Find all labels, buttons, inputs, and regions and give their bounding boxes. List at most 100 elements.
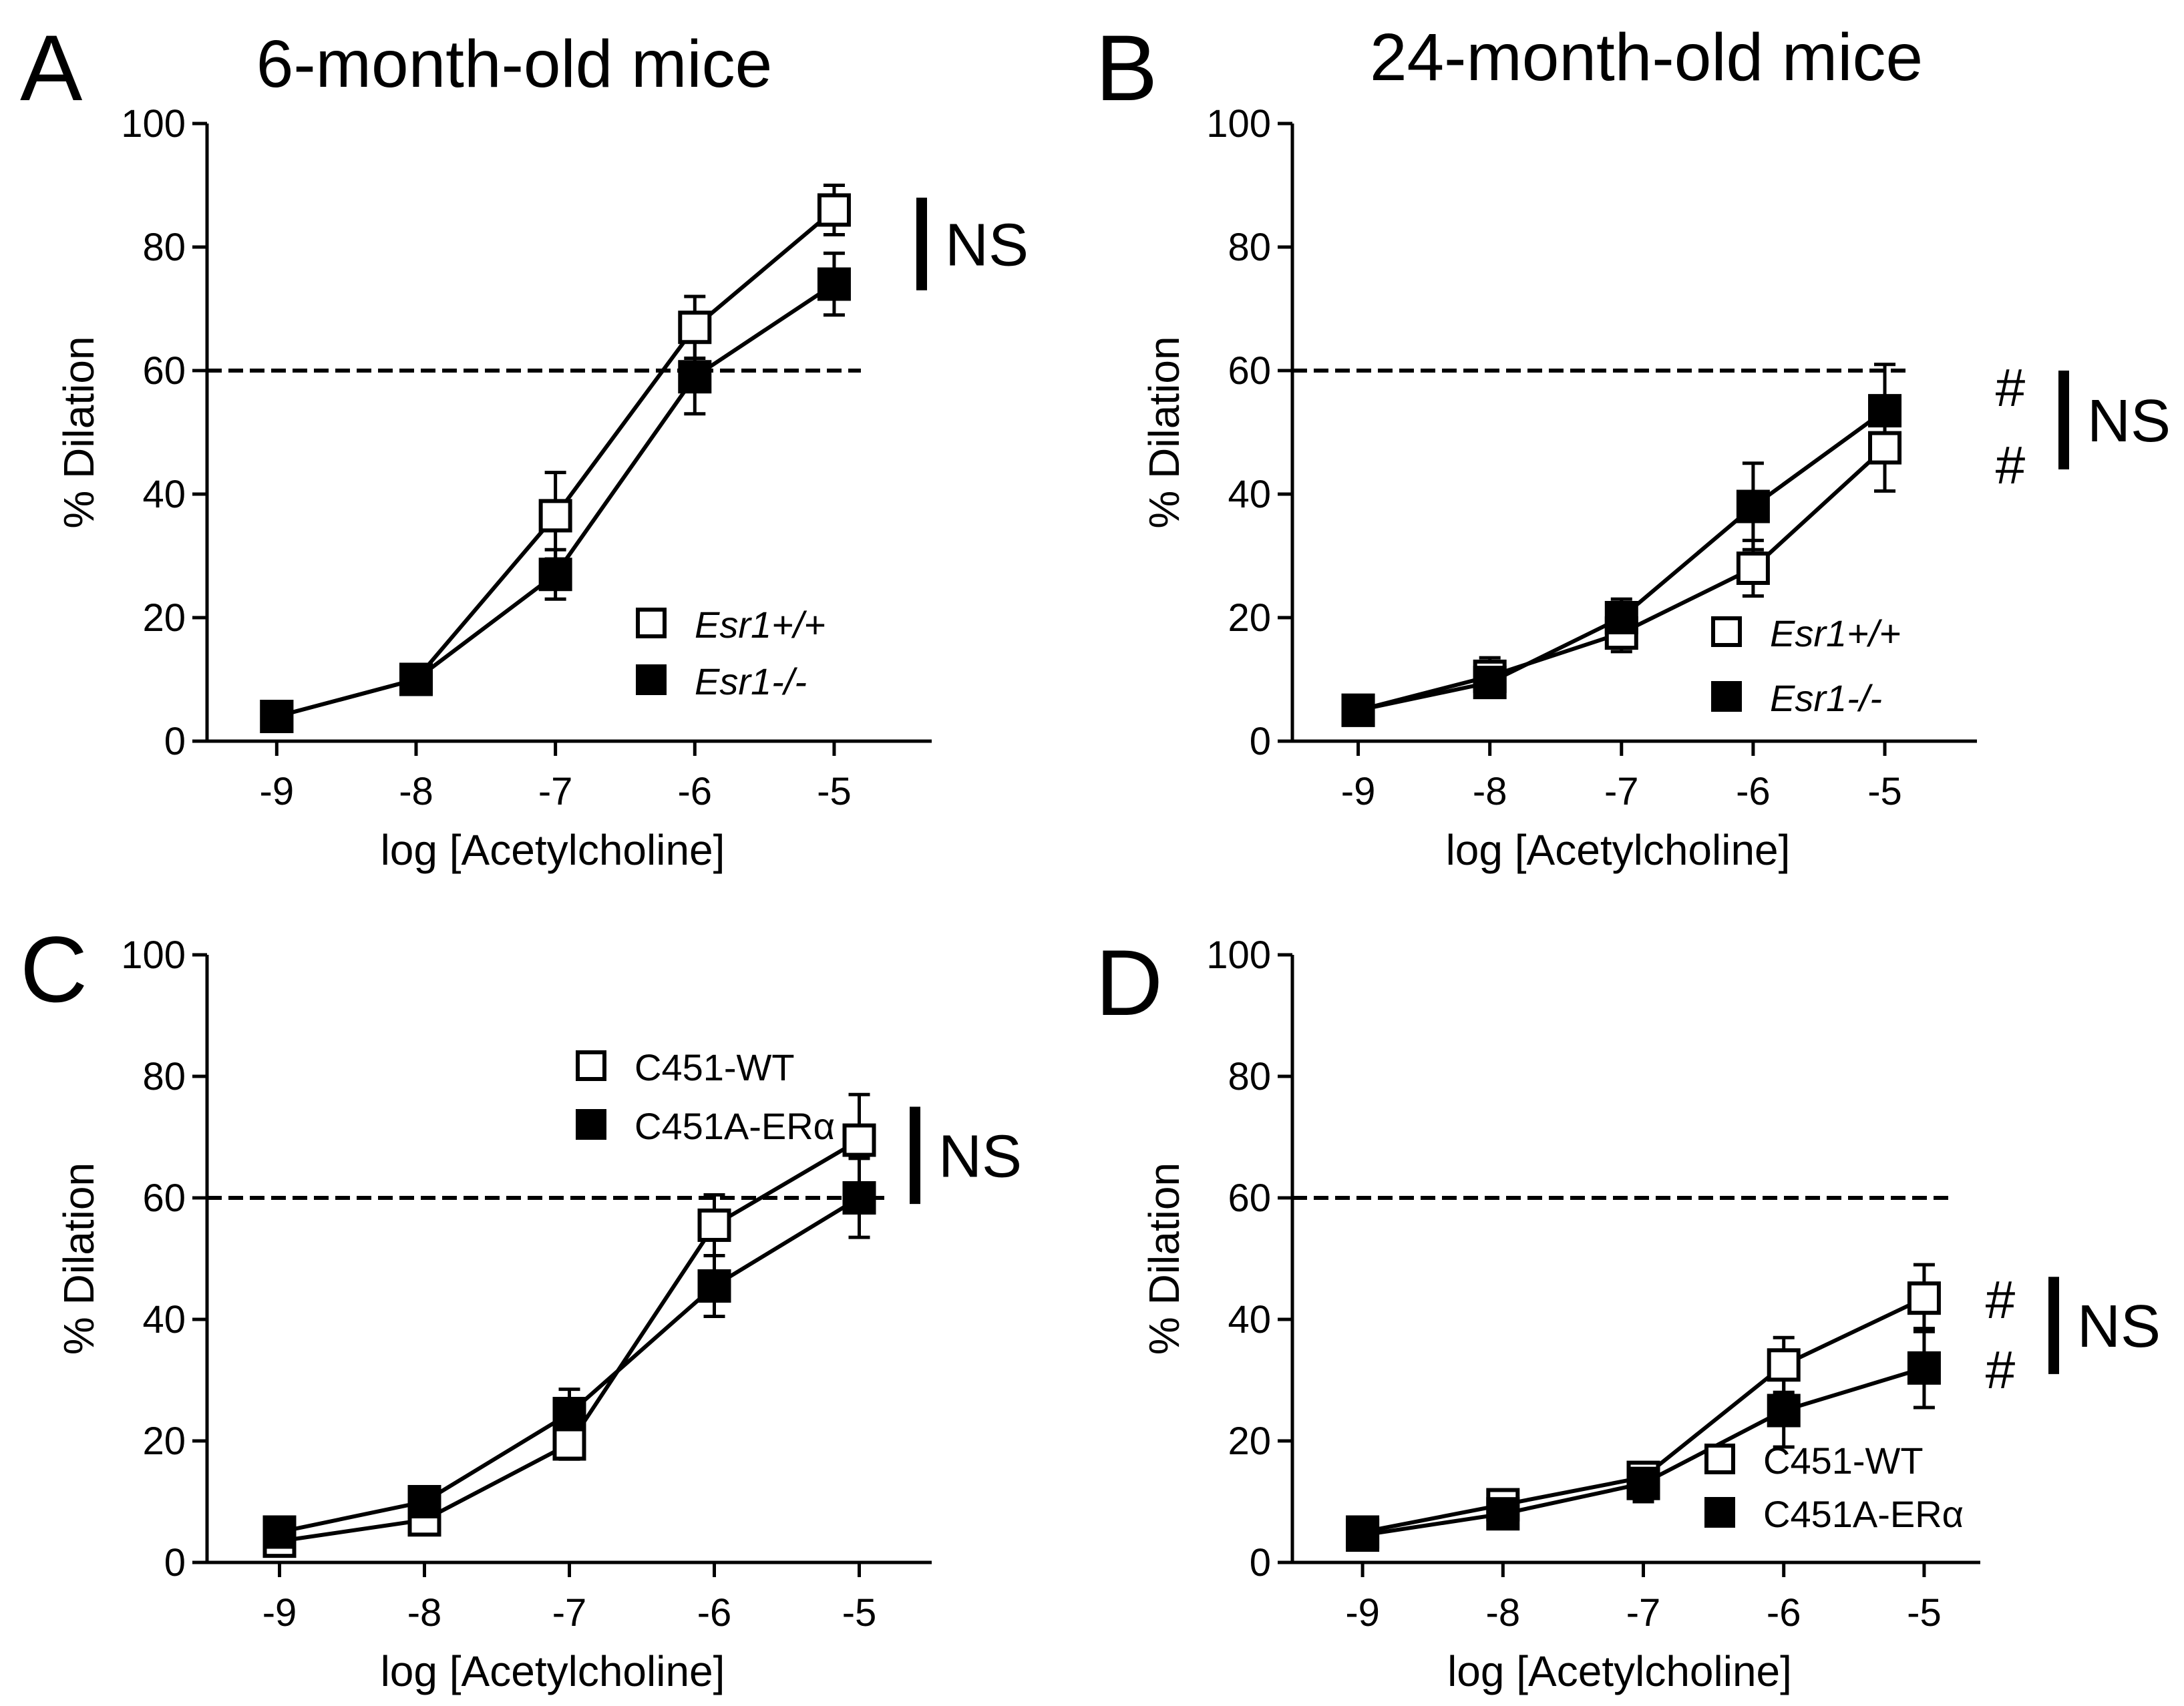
chart-title: 24-month-old mice xyxy=(1370,20,1923,95)
x-tick-label: -8 xyxy=(399,770,433,813)
y-tick-label: 0 xyxy=(1250,720,1271,763)
series-line xyxy=(279,1196,861,1534)
data-point xyxy=(1907,1351,1941,1385)
data-point xyxy=(1868,394,1902,428)
y-tick-label: 60 xyxy=(1228,349,1271,393)
data-point xyxy=(678,310,712,345)
legend-label: Esr1-/- xyxy=(695,660,807,702)
x-axis-label: log [Acetylcholine] xyxy=(1446,826,1791,874)
data-point xyxy=(260,700,294,733)
x-tick-label: -5 xyxy=(842,1591,877,1635)
panel-c: C 0 20 40 60 80 100 -9 -8 -7 -6 -5 log [Acetylcholin… xyxy=(20,917,1022,1695)
chart-title: 6-month-old mice xyxy=(256,27,773,101)
data-point xyxy=(1907,1281,1941,1315)
x-tick-label: -6 xyxy=(1767,1591,1801,1635)
series-line xyxy=(1357,446,1887,712)
significance-hash: # xyxy=(1996,435,2026,495)
data-point xyxy=(1626,1466,1660,1500)
data-point xyxy=(817,267,851,301)
ns-label: NS xyxy=(2077,1293,2161,1360)
x-tick-label: -8 xyxy=(1473,770,1507,813)
data-point xyxy=(538,558,572,592)
legend-label: C451-WT xyxy=(1763,1440,1924,1482)
y-axis-label: % Dilation xyxy=(1140,1162,1188,1355)
y-axis-label: % Dilation xyxy=(55,336,103,528)
x-tick-label: -6 xyxy=(697,1591,732,1635)
y-tick-label: 100 xyxy=(1206,933,1271,977)
panel-letter-d: D xyxy=(1095,930,1163,1035)
x-tick-label: -8 xyxy=(407,1591,442,1635)
x-tick-label: -7 xyxy=(1626,1591,1661,1635)
significance-hash: # xyxy=(1986,1340,2016,1400)
x-axis-label: log [Acetylcholine] xyxy=(381,1647,725,1695)
data-point xyxy=(678,360,712,394)
legend-label: Esr1+/+ xyxy=(695,604,826,646)
data-point xyxy=(1736,489,1770,523)
legend-label: C451A-ERα xyxy=(1763,1493,1964,1535)
series-line xyxy=(279,1138,861,1544)
legend-label: C451-WT xyxy=(634,1046,795,1088)
y-tick-label: 40 xyxy=(142,1298,186,1341)
y-tick-label: 40 xyxy=(1228,1298,1271,1341)
data-point xyxy=(1473,666,1507,700)
y-axis-label: % Dilation xyxy=(55,1162,103,1355)
legend-marker xyxy=(1704,1444,1735,1474)
y-tick-label: 20 xyxy=(1228,596,1271,640)
legend-marker xyxy=(636,664,667,695)
y-tick-label: 0 xyxy=(164,1541,186,1584)
x-tick-label: -7 xyxy=(552,1591,587,1635)
data-point xyxy=(1767,1348,1801,1382)
data-point xyxy=(697,1269,731,1303)
x-tick-label: -8 xyxy=(1486,1591,1521,1635)
y-tick-label: 100 xyxy=(1206,102,1271,146)
x-tick-label: -9 xyxy=(262,1591,297,1635)
data-point xyxy=(1736,552,1770,585)
data-point xyxy=(1486,1497,1520,1531)
data-point xyxy=(407,1485,441,1518)
y-tick-label: 20 xyxy=(142,1420,186,1463)
legend-label: C451A-ERα xyxy=(634,1105,835,1147)
data-point xyxy=(1767,1394,1801,1428)
data-point xyxy=(697,1208,731,1242)
data-point xyxy=(1341,693,1375,727)
data-point xyxy=(552,1397,586,1431)
ns-label: NS xyxy=(938,1123,1022,1190)
x-tick-label: -9 xyxy=(260,770,295,813)
y-tick-label: 80 xyxy=(142,1055,186,1098)
legend-marker xyxy=(1704,1497,1735,1528)
y-axis-label: % Dilation xyxy=(1140,336,1188,528)
data-point xyxy=(1604,601,1638,634)
series-line xyxy=(1357,409,1886,712)
y-tick-label: 40 xyxy=(1228,473,1271,516)
y-tick-label: 80 xyxy=(1228,226,1271,269)
x-axis-label: log [Acetylcholine] xyxy=(381,826,725,874)
data-point xyxy=(1346,1518,1380,1552)
panel-a: A 6-month-old mice 0 20 40 60 80 100 -9 -8 -7 -6 -5 l… xyxy=(20,15,1029,874)
y-tick-label: 80 xyxy=(1228,1055,1271,1098)
legend-label: Esr1+/+ xyxy=(1770,612,1901,654)
x-tick-label: -6 xyxy=(677,770,712,813)
x-tick-label: -9 xyxy=(1341,770,1376,813)
significance-hash: # xyxy=(1986,1270,2016,1329)
legend-marker xyxy=(636,608,667,638)
y-tick-label: 60 xyxy=(1228,1177,1271,1220)
legend-label: Esr1-/- xyxy=(1770,677,1882,719)
y-tick-label: 40 xyxy=(142,473,186,516)
panel-letter-c: C xyxy=(20,917,87,1022)
data-point xyxy=(552,1427,586,1461)
data-point xyxy=(262,1515,297,1549)
significance-hash: # xyxy=(1996,358,2026,417)
data-point xyxy=(817,193,851,227)
data-point xyxy=(842,1123,876,1157)
y-tick-label: 0 xyxy=(164,720,186,763)
x-tick-label: -5 xyxy=(817,770,852,813)
data-point xyxy=(538,499,572,533)
x-tick-label: -6 xyxy=(1736,770,1771,813)
x-tick-label: -7 xyxy=(538,770,573,813)
ns-label: NS xyxy=(2087,388,2171,455)
data-point xyxy=(842,1181,876,1215)
legend-marker xyxy=(576,1050,606,1081)
panel-d: D 0 20 40 60 80 100 -9 -8 -7 -6 -5 log [Acetylcholin… xyxy=(1095,930,2161,1695)
y-tick-label: 20 xyxy=(1228,1420,1271,1463)
x-tick-label: -5 xyxy=(1907,1591,1942,1635)
